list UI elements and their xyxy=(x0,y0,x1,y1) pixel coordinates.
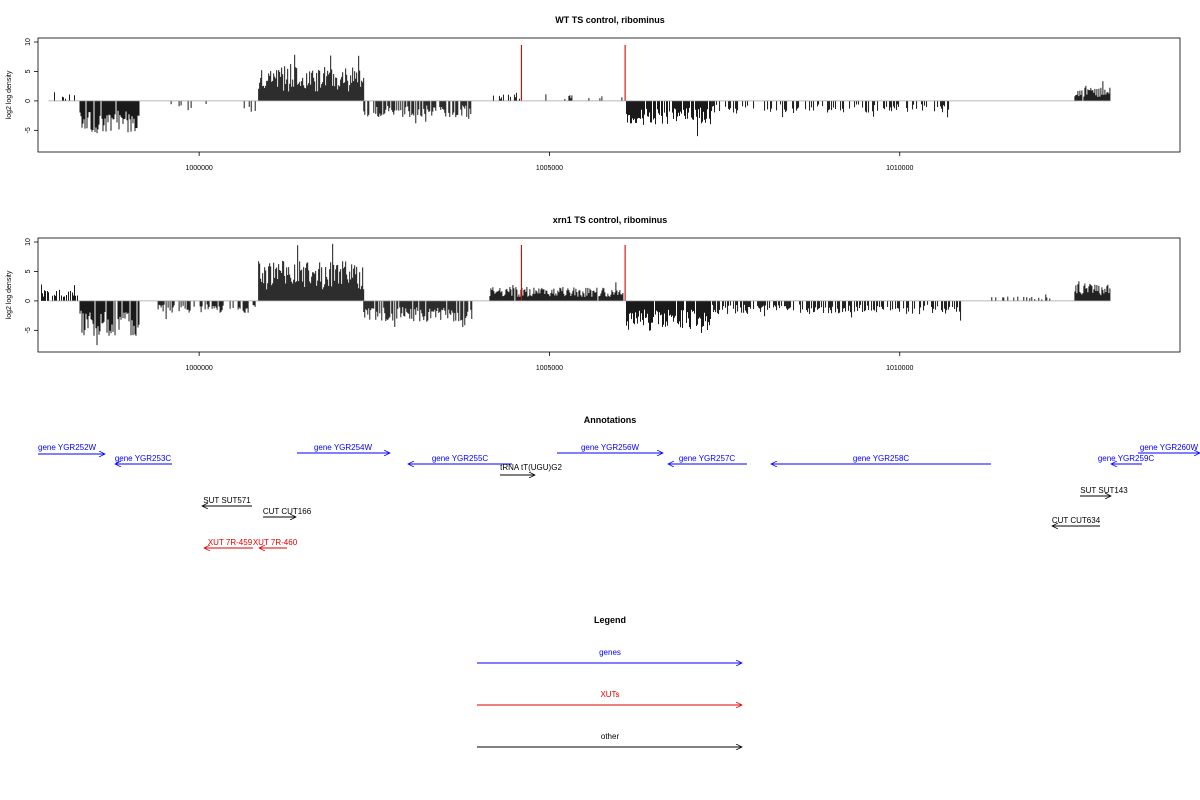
annotation-label: gene YGR252W xyxy=(38,443,97,452)
legend-entry-label: genes xyxy=(599,648,621,657)
annotation-label: gene YGR257C xyxy=(679,454,736,463)
legend-entries: genes XUTs other xyxy=(477,648,742,747)
wt-x-tick-label: 1010000 xyxy=(886,165,913,172)
annotation-label: SUT SUT143 xyxy=(1080,486,1128,495)
annotation-label: gene YGR258C xyxy=(853,454,910,463)
xrn1-y-tick-label: 0 xyxy=(25,299,32,303)
wt-track-panel: WT TS control, ribominus log2 log densit… xyxy=(6,15,1181,172)
annotation-features: gene YGR252W gene YGR253C gene YGR254W gene… xyxy=(38,443,1200,548)
wt-track-title: WT TS control, ribominus xyxy=(555,15,665,25)
xrn1-track-panel: xrn1 TS control, ribominus log2 log dens… xyxy=(6,215,1181,372)
xrn1-axes: -5 0 5 10 1000000 1005000 1010000 xyxy=(25,238,1110,372)
annotation-label: SUT SUT571 xyxy=(203,496,251,505)
wt-x-tick-label: 1000000 xyxy=(186,165,213,172)
annotation-label: gene YGR259C xyxy=(1098,454,1155,463)
wt-x-tick-label: 1005000 xyxy=(536,165,563,172)
xrn1-x-tick-label: 1005000 xyxy=(536,365,563,372)
annotation-label: gene YGR255C xyxy=(432,454,489,463)
wt-y-tick-label: -5 xyxy=(25,127,32,133)
annotation-label: gene YGR253C xyxy=(115,454,172,463)
annotation-label: XUT 7R-460 xyxy=(253,538,298,547)
annotation-label: gene YGR260W xyxy=(1140,443,1199,452)
annotation-label: CUT CUT166 xyxy=(263,507,312,516)
wt-bars xyxy=(54,44,1111,137)
wt-y-tick-label: 10 xyxy=(25,38,32,46)
annotations-title: Annotations xyxy=(584,415,637,425)
xrn1-x-tick-label: 1000000 xyxy=(186,365,213,372)
legend-panel: Legend genes XUTs other xyxy=(477,615,742,747)
xrn1-track-title: xrn1 TS control, ribominus xyxy=(553,215,668,225)
xrn1-y-tick-label: 10 xyxy=(25,238,32,246)
annotation-label: gene YGR254W xyxy=(314,443,373,452)
legend-entry-label: XUTs xyxy=(600,690,619,699)
legend-title: Legend xyxy=(594,615,626,625)
wt-y-tick-label: 5 xyxy=(25,69,32,73)
wt-axes: -5 0 5 10 1000000 1005000 1010000 xyxy=(25,38,1110,172)
xrn1-x-tick-label: 1010000 xyxy=(886,365,913,372)
xrn1-y-tick-label: -5 xyxy=(25,327,32,333)
annotation-label: CUT CUT634 xyxy=(1052,516,1101,525)
xrn1-y-axis-label: log2 log density xyxy=(6,270,13,319)
annotation-label: XUT 7R-459 xyxy=(208,538,253,547)
wt-plot-frame xyxy=(37,37,1181,153)
annotation-label: tRNA tT(UGU)G2 xyxy=(500,463,562,472)
xrn1-y-tick-label: 5 xyxy=(25,269,32,273)
xrn1-bars xyxy=(41,243,1111,346)
wt-y-axis-label: log2 log density xyxy=(6,70,13,119)
annotation-label: gene YGR256W xyxy=(581,443,640,452)
legend-entry-label: other xyxy=(601,732,620,741)
xrn1-plot-frame xyxy=(37,237,1181,353)
wt-y-tick-label: 0 xyxy=(25,99,32,103)
